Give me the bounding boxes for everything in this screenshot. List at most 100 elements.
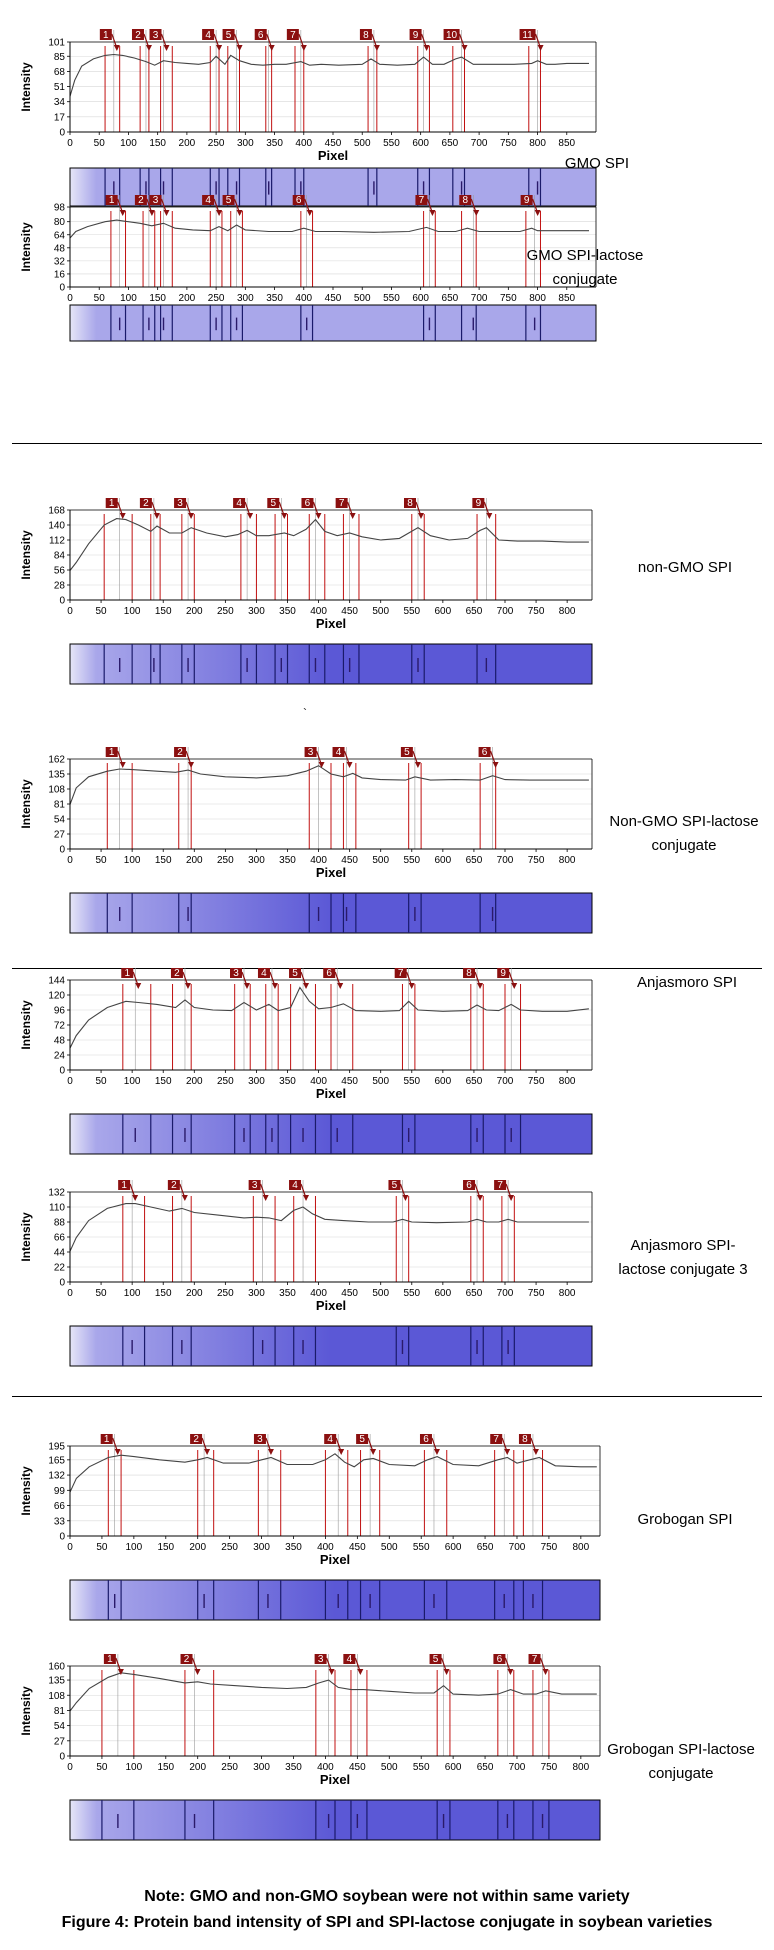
band-marker-box — [301, 498, 314, 508]
band-marker-arrowhead — [328, 1669, 335, 1675]
band-marker-arrowhead — [188, 513, 195, 519]
y-tick-label: 17 — [54, 112, 66, 123]
band-marker-box — [222, 195, 235, 205]
y-tick-label: 44 — [54, 1248, 66, 1259]
band-marker-label: 3 — [252, 1180, 258, 1191]
band-marker-box — [174, 747, 187, 757]
band-marker-box — [180, 1654, 193, 1664]
x-tick-label: 200 — [186, 606, 203, 617]
x-tick-label: 50 — [96, 1542, 108, 1553]
band-marker-label: 11 — [522, 30, 533, 41]
band-marker-box — [409, 29, 422, 40]
band-marker-arrowhead — [477, 1195, 484, 1201]
x-tick-label: 750 — [528, 1076, 545, 1087]
band-marker-label: 3 — [177, 498, 183, 509]
section-divider — [12, 443, 762, 444]
x-tick-label: 200 — [189, 1762, 206, 1773]
x-tick-label: 650 — [466, 606, 483, 617]
intensity-curve — [69, 986, 589, 1049]
band-marker-arrowhead — [511, 983, 518, 989]
x-tick-label: 750 — [528, 606, 545, 617]
x-tick-label: 0 — [67, 1542, 73, 1553]
band-marker-label: 2 — [138, 195, 144, 206]
x-tick-label: 400 — [310, 606, 327, 617]
band-marker-arrowhead — [492, 762, 499, 768]
band-marker-box — [103, 1654, 116, 1664]
band-marker-label: 4 — [327, 1434, 333, 1445]
band-marker-arrowhead — [357, 1669, 364, 1675]
band-marker-box — [497, 968, 510, 978]
series-label-5: Anjasmoro SPI — [636, 974, 738, 991]
band-marker-box — [443, 29, 460, 40]
band-marker-label: 6 — [423, 1434, 429, 1445]
band-marker-box — [415, 195, 428, 205]
y-tick-label: 0 — [59, 1752, 65, 1763]
x-tick-label: 650 — [477, 1762, 494, 1773]
x-tick-label: 700 — [471, 293, 488, 304]
intensity-curve — [69, 765, 589, 805]
band-marker-box — [388, 1180, 401, 1190]
y-tick-label: 32 — [54, 256, 66, 267]
x-tick-label: 150 — [149, 293, 166, 304]
y-tick-label: 160 — [48, 1662, 65, 1673]
gel-lane — [69, 304, 597, 342]
series-label-6: Anjasmoro SPI-lactose conjugate 3 — [618, 1237, 748, 1278]
x-tick-label: 100 — [120, 293, 137, 304]
band-marker-box — [131, 29, 144, 40]
band-marker-box — [286, 29, 299, 40]
band-marker-label: 7 — [532, 1654, 538, 1665]
band-marker-label: 9 — [524, 195, 530, 206]
intensity-curve — [69, 518, 589, 571]
band-marker-arrowhead — [153, 513, 160, 519]
y-axis-title: Intensity — [19, 779, 33, 829]
x-tick-label: 150 — [155, 1288, 172, 1299]
x-tick-label: 500 — [372, 855, 389, 866]
x-tick-label: 700 — [497, 606, 514, 617]
intensity-curve — [69, 1453, 597, 1493]
y-tick-label: 48 — [54, 243, 66, 254]
x-tick-label: 800 — [572, 1762, 589, 1773]
band-marker-box — [324, 1434, 337, 1444]
x-tick-label: 150 — [155, 855, 172, 866]
y-tick-label: 140 — [48, 521, 65, 532]
x-tick-label: 750 — [500, 293, 517, 304]
band-marker-label: 4 — [236, 498, 242, 509]
y-axis-title: Intensity — [19, 222, 33, 272]
band-marker-label: 1 — [107, 1654, 113, 1665]
series-label-1: GMO SPI — [564, 155, 630, 172]
band-marker-arrowhead — [537, 45, 544, 51]
band-marker-label: 3 — [257, 1434, 263, 1445]
band-marker-label: 7 — [497, 1180, 503, 1191]
band-marker-box — [478, 747, 491, 757]
band-marker-box — [167, 1180, 180, 1190]
band-marker-label: 6 — [258, 30, 264, 41]
x-tick-label: 650 — [466, 1076, 483, 1087]
y-tick-label: 132 — [48, 1188, 65, 1199]
x-tick-label: 450 — [341, 1288, 358, 1299]
band-marker-arrowhead — [477, 983, 484, 989]
band-marker-label: 2 — [171, 1180, 177, 1191]
band-marker-box — [170, 968, 183, 978]
band-marker-box — [463, 968, 476, 978]
x-tick-label: 400 — [295, 293, 312, 304]
y-tick-label: 66 — [54, 1501, 66, 1512]
y-tick-label: 81 — [54, 800, 66, 811]
x-tick-label: 500 — [354, 293, 371, 304]
band-marker-label: 6 — [305, 498, 311, 509]
band-marker-box — [254, 29, 267, 40]
band-marker-arrowhead — [473, 210, 480, 216]
x-tick-label: 350 — [279, 1288, 296, 1299]
band-marker-label: 8 — [363, 30, 369, 41]
x-tick-label: 100 — [124, 1076, 141, 1087]
x-tick-label: 800 — [559, 606, 576, 617]
band-marker-label: 5 — [292, 968, 298, 979]
x-tick-label: 250 — [208, 293, 225, 304]
band-marker-box — [429, 1654, 442, 1664]
band-marker-box — [230, 968, 242, 978]
x-tick-label: 350 — [285, 1762, 302, 1773]
x-tick-label: 600 — [445, 1542, 462, 1553]
band-marker-arrowhead — [433, 1449, 440, 1455]
x-tick-label: 450 — [325, 138, 342, 149]
band-marker-label: 5 — [226, 30, 232, 41]
